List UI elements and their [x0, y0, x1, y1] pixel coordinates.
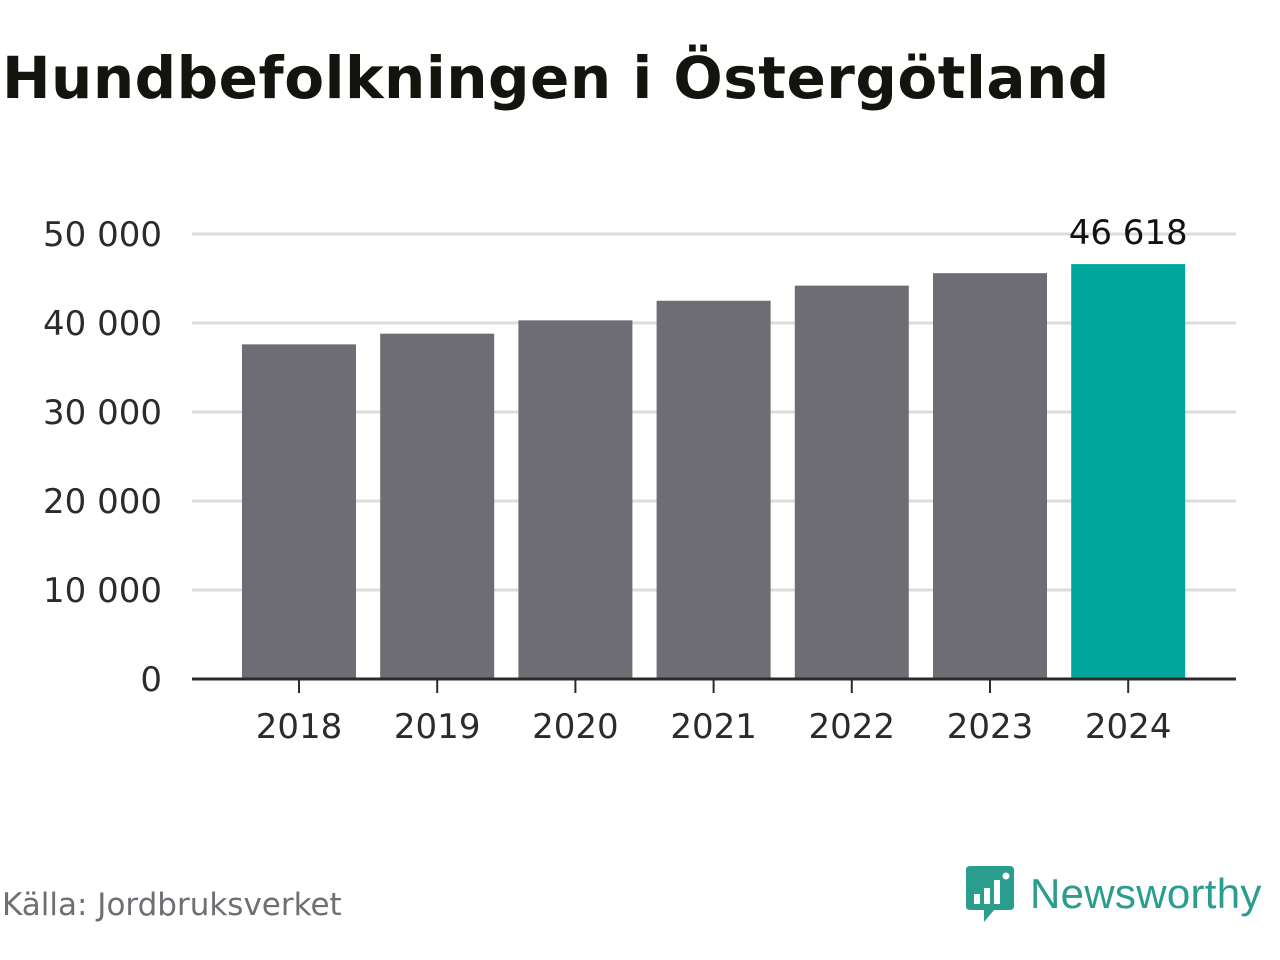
x-tick-label: 2022: [809, 707, 896, 747]
bar-2020: [518, 320, 633, 679]
x-tick-label: 2020: [532, 707, 619, 747]
data-label: 46 618: [1069, 213, 1188, 253]
x-tick-label: 2021: [670, 707, 757, 747]
y-axis-ticks: 0 10 000 20 000 30 000 40 000 50 000: [43, 215, 162, 700]
x-tick-label: 2018: [256, 707, 343, 747]
bar-2018: [242, 344, 356, 679]
bar-2024: [1071, 264, 1186, 679]
bar-2019: [380, 333, 495, 679]
x-tick-label: 2024: [1085, 707, 1172, 747]
brand-name: Newsworthy: [1030, 870, 1262, 917]
y-tick-label: 20 000: [43, 482, 162, 522]
bar-chart: 0 10 000 20 000 30 000 40 000 50 000 2018 2019…: [43, 213, 1236, 747]
x-tick-label: 2023: [947, 707, 1034, 747]
brand-logo: Newsworthy: [964, 864, 1262, 924]
y-tick-label: 0: [140, 660, 162, 700]
y-tick-label: 30 000: [43, 393, 162, 433]
bar-2022: [794, 285, 909, 679]
newsworthy-logo-icon: [966, 866, 1014, 922]
y-tick-label: 10 000: [43, 571, 162, 611]
data-labels: 46 618: [1069, 213, 1188, 253]
bars: [242, 264, 1186, 679]
bar-2023: [933, 273, 1047, 679]
y-tick-label: 50 000: [43, 215, 162, 255]
y-tick-label: 40 000: [43, 304, 162, 344]
bar-2021: [656, 300, 771, 679]
x-axis: 2018 2019 2020 2021 2022 2023 2024: [192, 677, 1236, 747]
x-tick-label: 2019: [394, 707, 481, 747]
chart-title: Hundbefolkningen i Östergötland: [2, 44, 1110, 112]
source-note: Källa: Jordbruksverket: [2, 887, 342, 923]
